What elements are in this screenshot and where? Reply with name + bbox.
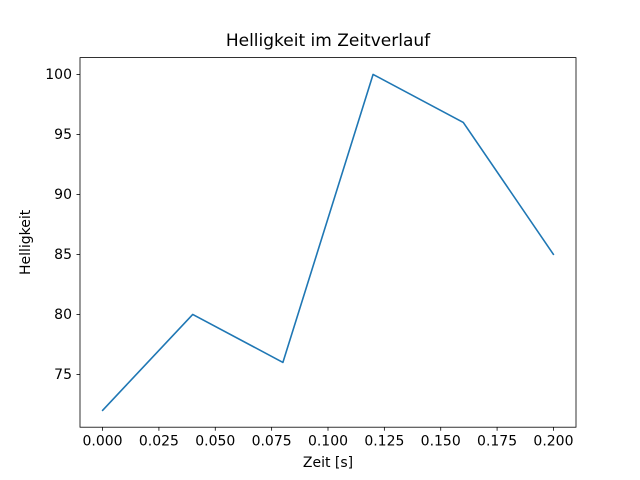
y-tick-label: 95 (54, 127, 72, 143)
data-line-helligkeit (101, 73, 555, 412)
x-axis-ticks (102, 427, 554, 431)
x-tick-label: 0.075 (252, 434, 292, 450)
x-axis-tick-labels: 0.000 0.025 0.050 0.075 0.100 0.125 0.150 0.175… (82, 434, 573, 450)
y-axis-tick-labels: 75 80 85 90 95 100 (45, 67, 72, 383)
x-tick-label: 0.025 (139, 434, 179, 450)
y-tick-label: 100 (45, 67, 72, 83)
y-tick-label: 80 (54, 307, 72, 323)
y-axis-label: Helligkeit (18, 209, 34, 275)
x-tick-label: 0.150 (421, 434, 461, 450)
y-tick-label: 85 (54, 247, 72, 263)
x-axis-label: Zeit [s] (303, 455, 353, 471)
x-tick-label: 0.100 (308, 434, 348, 450)
y-axis-ticks (76, 74, 80, 375)
x-tick-label: 0.200 (533, 434, 573, 450)
x-tick-label: 0.175 (477, 434, 517, 450)
x-tick-label: 0.000 (82, 434, 122, 450)
y-tick-label: 75 (54, 367, 72, 383)
plot-area (79, 57, 577, 428)
y-tick-label: 90 (54, 187, 72, 203)
x-tick-label: 0.050 (195, 434, 235, 450)
x-tick-label: 0.125 (364, 434, 404, 450)
chart-title: Helligkeit im Zeitverlauf (226, 31, 431, 51)
data-series (101, 73, 555, 412)
